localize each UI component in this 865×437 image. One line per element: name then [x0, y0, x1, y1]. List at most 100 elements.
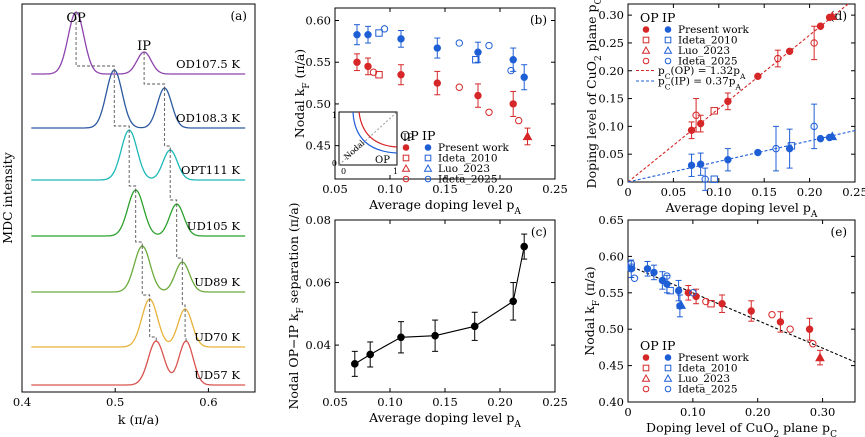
data-point — [520, 242, 529, 251]
data-point — [472, 56, 480, 64]
data-point — [369, 68, 378, 76]
mdc-curve — [31, 11, 246, 75]
panel-label: (b) — [530, 13, 547, 27]
legend-header-ip: IP — [662, 10, 675, 25]
fit-line — [627, 3, 849, 183]
data-point — [509, 100, 517, 108]
data-point — [785, 47, 794, 55]
y-tick-label: 0.25 — [598, 36, 624, 50]
inset-op-label: OP — [375, 155, 390, 166]
data-point — [687, 161, 696, 170]
x-tick-label: 0 — [624, 185, 631, 199]
data-point — [364, 62, 372, 71]
peak-guide — [169, 150, 178, 204]
panel-b: 0.05 0.10 0.15 0.20 0.25 0.45 0.50 0.55 0.60 Aver… — [292, 7, 568, 217]
data-point — [474, 48, 482, 56]
data-point — [724, 156, 732, 164]
data-point — [663, 373, 673, 382]
x-tick-label: 0.20 — [745, 405, 771, 419]
y-tick-label: 0.60 — [598, 249, 624, 263]
inset-tick-label: 1 — [332, 111, 337, 120]
data-point — [470, 322, 479, 331]
panel-label: (a) — [230, 9, 247, 23]
y-tick-label: 0.30 — [598, 8, 624, 22]
x-tick-label: 0.30 — [810, 405, 836, 419]
plot-frame — [627, 219, 856, 403]
x-tick-label: 0 — [624, 405, 631, 419]
legend-entry: Present work — [678, 352, 750, 364]
data-point — [754, 72, 762, 81]
data-point — [397, 71, 405, 79]
x-tick-label: 0.10 — [377, 395, 403, 409]
data-point — [474, 91, 482, 100]
plot-frame — [21, 3, 256, 393]
data-point — [787, 142, 796, 150]
data-point — [815, 352, 825, 362]
data-point — [674, 286, 683, 295]
data-point — [701, 175, 709, 183]
legend-header-op: OP — [640, 338, 659, 353]
data-point — [664, 57, 672, 65]
panel-a: 0.4 0.5 0.6 k (π/a) MDC intensity (a) OD107.5 … — [0, 3, 256, 427]
y-tick-label: 0.50 — [598, 322, 624, 336]
legend-header-ip: IP — [662, 338, 675, 353]
data-point — [664, 385, 672, 393]
legend-entry: Ideta_2025 — [678, 56, 738, 68]
data-point — [663, 280, 671, 288]
peak-guide — [113, 70, 130, 130]
data-point — [424, 175, 432, 183]
data-point — [772, 144, 780, 153]
data-point — [664, 36, 672, 44]
x-tick-label: 0.10 — [377, 182, 403, 196]
data-point — [366, 350, 375, 359]
y-axis-label: Nodal kF (π/a) — [292, 49, 312, 138]
data-point — [786, 325, 794, 333]
x-axis-label: Doping level of CuO2 plane pC — [646, 420, 837, 437]
panel-c: 0.05 0.10 0.15 0.20 0.25 0.04 0.06 0.08 Average … — [286, 202, 568, 430]
separation-line — [354, 246, 525, 365]
x-tick-label: 0.10 — [706, 185, 732, 199]
peak-guide — [164, 88, 171, 150]
data-point — [642, 57, 650, 65]
x-tick-label: 0.20 — [487, 182, 513, 196]
curve-label: UD105 K — [187, 219, 241, 233]
data-point — [627, 263, 635, 272]
data-point — [401, 163, 411, 172]
y-tick-label: 0.55 — [305, 55, 331, 69]
data-point — [509, 56, 517, 64]
legend-entry: Present work — [438, 142, 510, 154]
y-tick-label: 0.40 — [598, 395, 624, 409]
data-point — [650, 268, 658, 277]
peak-guide — [181, 262, 186, 309]
data-point — [663, 45, 673, 54]
x-tick-label: 0.5 — [106, 395, 124, 409]
mdc-curve — [31, 245, 246, 293]
y-tick-label: 0.15 — [598, 92, 624, 106]
data-point — [664, 26, 672, 33]
legend-entry: Luo_2023 — [678, 373, 730, 385]
fit-legend-label: pC(OP) = 1.32pA — [658, 65, 746, 81]
panel-d: 0 0.05 0.10 0.15 0.20 0.25 0 0.05 0.10 0.15 0.20 0.… — [584, 0, 865, 220]
data-point — [520, 73, 528, 81]
data-point — [522, 131, 533, 141]
panel-e: 0 0.10 0.20 0.30 0.40 0.45 0.50 0.55 0.60 0.65 Dop… — [582, 213, 856, 437]
peak-guide — [184, 309, 187, 341]
x-tick-label: 0.20 — [797, 185, 823, 199]
legend-header-op: OP — [640, 10, 659, 25]
data-point — [630, 274, 639, 282]
y-axis-label: Doping level of CuO2 plane pC — [584, 0, 604, 188]
data-point — [424, 154, 432, 162]
data-point — [696, 160, 705, 168]
legend-entry: Ideta_2010 — [438, 153, 498, 165]
data-point — [666, 286, 674, 295]
y-tick-label: 0 — [617, 175, 624, 189]
x-tick-label: 0.15 — [751, 185, 777, 199]
data-point — [423, 163, 433, 172]
inset-ip-label: IP — [403, 133, 414, 144]
x-tick-label: 0.4 — [13, 395, 31, 409]
y-tick-label: 0.06 — [305, 276, 331, 290]
data-point — [364, 30, 372, 39]
legend-header-ip: IP — [422, 128, 435, 143]
panel-label: (c) — [531, 225, 547, 239]
